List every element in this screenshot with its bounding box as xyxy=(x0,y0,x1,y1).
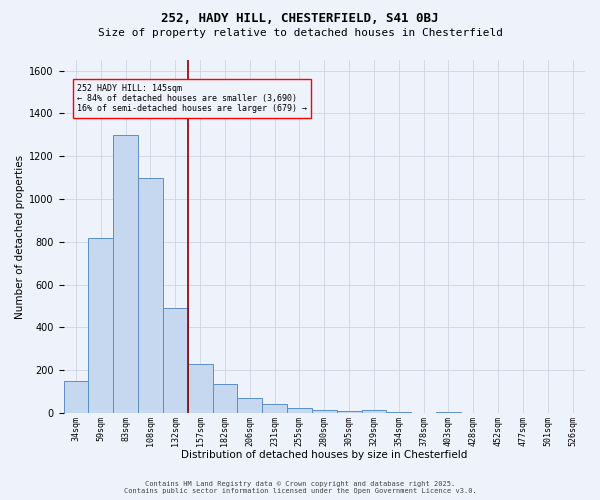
Text: Contains HM Land Registry data © Crown copyright and database right 2025.
Contai: Contains HM Land Registry data © Crown c… xyxy=(124,481,476,494)
Bar xyxy=(88,238,113,413)
Bar xyxy=(436,412,461,413)
Y-axis label: Number of detached properties: Number of detached properties xyxy=(15,154,25,318)
Bar xyxy=(386,412,411,413)
Bar xyxy=(238,398,262,413)
Bar xyxy=(362,410,386,413)
Bar xyxy=(188,364,212,413)
Bar xyxy=(262,404,287,413)
Bar xyxy=(337,412,362,413)
Bar xyxy=(138,178,163,413)
Text: 252 HADY HILL: 145sqm
← 84% of detached houses are smaller (3,690)
16% of semi-d: 252 HADY HILL: 145sqm ← 84% of detached … xyxy=(77,84,307,114)
Text: Size of property relative to detached houses in Chesterfield: Size of property relative to detached ho… xyxy=(97,28,503,38)
Bar xyxy=(163,308,188,413)
Bar xyxy=(287,408,312,413)
Bar xyxy=(212,384,238,413)
X-axis label: Distribution of detached houses by size in Chesterfield: Distribution of detached houses by size … xyxy=(181,450,467,460)
Bar xyxy=(312,410,337,413)
Text: 252, HADY HILL, CHESTERFIELD, S41 0BJ: 252, HADY HILL, CHESTERFIELD, S41 0BJ xyxy=(161,12,439,26)
Bar xyxy=(64,381,88,413)
Bar xyxy=(113,135,138,413)
